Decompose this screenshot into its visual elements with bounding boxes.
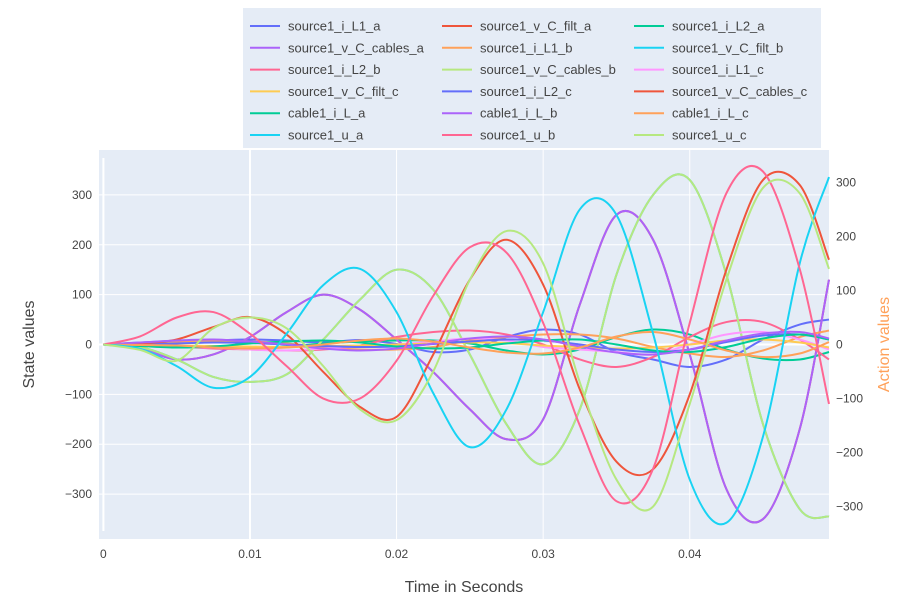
legend-label: cable1_i_L_a — [288, 106, 366, 121]
legend-label: cable1_i_L_c — [672, 106, 749, 121]
y2-axis-title: Action values — [876, 297, 893, 392]
legend: source1_i_L1_a source1_v_C_filt_a source1_… — [250, 19, 808, 143]
legend-label: source1_v_C_cables_c — [672, 84, 808, 99]
y2-tick-label: −100 — [836, 392, 863, 406]
legend-item[interactable]: source1_i_L2_b — [250, 62, 381, 77]
legend-item[interactable]: source1_i_L1_c — [634, 62, 764, 77]
x-axis-title: Time in Seconds — [405, 579, 524, 596]
legend-label: source1_u_b — [480, 128, 555, 143]
y2-tick-label: −200 — [836, 446, 863, 460]
series-line-cable1_i_L_b — [103, 330, 830, 356]
y-axis-title: State values — [21, 300, 38, 388]
legend-label: source1_u_a — [288, 128, 364, 143]
legend-item[interactable]: source1_v_C_cables_b — [442, 62, 616, 77]
y2-tick-label: 0 — [836, 338, 843, 352]
series-line-source1_u_c — [103, 178, 830, 512]
x-axis-ticks: 0 0.01 0.02 0.03 0.04 — [100, 547, 702, 561]
legend-label: source1_i_L1_c — [672, 62, 764, 77]
legend-item[interactable]: source1_i_L2_a — [634, 19, 765, 34]
legend-label: source1_i_L2_a — [672, 19, 765, 34]
legend-label: source1_v_C_cables_b — [480, 62, 616, 77]
legend-label: source1_i_L2_b — [288, 62, 381, 77]
series-line-source1_u_a — [103, 176, 830, 526]
legend-item[interactable]: cable1_i_L_a — [250, 106, 366, 121]
y2-tick-label: −300 — [836, 500, 863, 514]
legend-item[interactable]: cable1_i_L_c — [634, 106, 749, 121]
legend-item[interactable]: source1_i_L1_a — [250, 19, 381, 34]
y2-tick-label: 100 — [836, 283, 856, 297]
legend-item[interactable]: source1_u_b — [442, 128, 555, 143]
y-tick-label: 200 — [72, 238, 92, 252]
x-tick-label: 0 — [100, 547, 107, 561]
legend-item[interactable]: source1_v_C_filt_a — [442, 19, 592, 34]
series-lines — [103, 165, 830, 526]
y2-tick-label: 300 — [836, 175, 856, 189]
y-tick-label: 300 — [72, 188, 92, 202]
legend-label: source1_i_L2_c — [480, 84, 572, 99]
legend-label: source1_i_L1_a — [288, 19, 381, 34]
legend-item[interactable]: cable1_i_L_b — [442, 106, 557, 121]
legend-label: cable1_i_L_b — [480, 106, 557, 121]
series-line-source1_v_C_cables_b — [103, 173, 830, 520]
y-tick-label: 100 — [72, 288, 92, 302]
legend-label: source1_u_c — [672, 128, 747, 143]
series-line-source1_i_L2_c — [103, 333, 830, 353]
legend-item[interactable]: source1_v_C_cables_c — [634, 84, 808, 99]
legend-label: source1_v_C_filt_a — [480, 19, 592, 34]
legend-item[interactable]: source1_u_a — [250, 128, 364, 143]
y-axis-ticks: −300 −200 −100 0 100 200 300 — [65, 188, 92, 501]
y-tick-label: 0 — [85, 338, 92, 352]
x-tick-label: 0.04 — [678, 547, 702, 561]
legend-item[interactable]: source1_v_C_filt_b — [634, 40, 783, 55]
legend-label: source1_v_C_filt_b — [672, 40, 783, 55]
y2-axis-ticks: −300 −200 −100 0 100 200 300 — [836, 175, 863, 513]
legend-item[interactable]: source1_u_c — [634, 128, 747, 143]
legend-background — [243, 8, 821, 148]
y-tick-label: −200 — [65, 437, 92, 451]
legend-item[interactable]: source1_i_L2_c — [442, 84, 572, 99]
y-tick-label: −100 — [65, 387, 92, 401]
legend-item[interactable]: source1_i_L1_b — [442, 40, 573, 55]
y-tick-label: −300 — [65, 487, 92, 501]
legend-item[interactable]: source1_v_C_cables_a — [250, 40, 425, 55]
legend-item[interactable]: source1_v_C_filt_c — [250, 84, 399, 99]
x-tick-label: 0.01 — [238, 547, 262, 561]
y2-tick-label: 200 — [836, 229, 856, 243]
series-line-cable1_i_L_c — [103, 330, 830, 359]
legend-label: source1_v_C_filt_c — [288, 84, 399, 99]
series-line-source1_u_b — [103, 165, 830, 505]
legend-label: source1_v_C_cables_a — [288, 40, 425, 55]
x-tick-label: 0.03 — [531, 547, 555, 561]
legend-label: source1_i_L1_b — [480, 40, 573, 55]
x-tick-label: 0.02 — [385, 547, 409, 561]
